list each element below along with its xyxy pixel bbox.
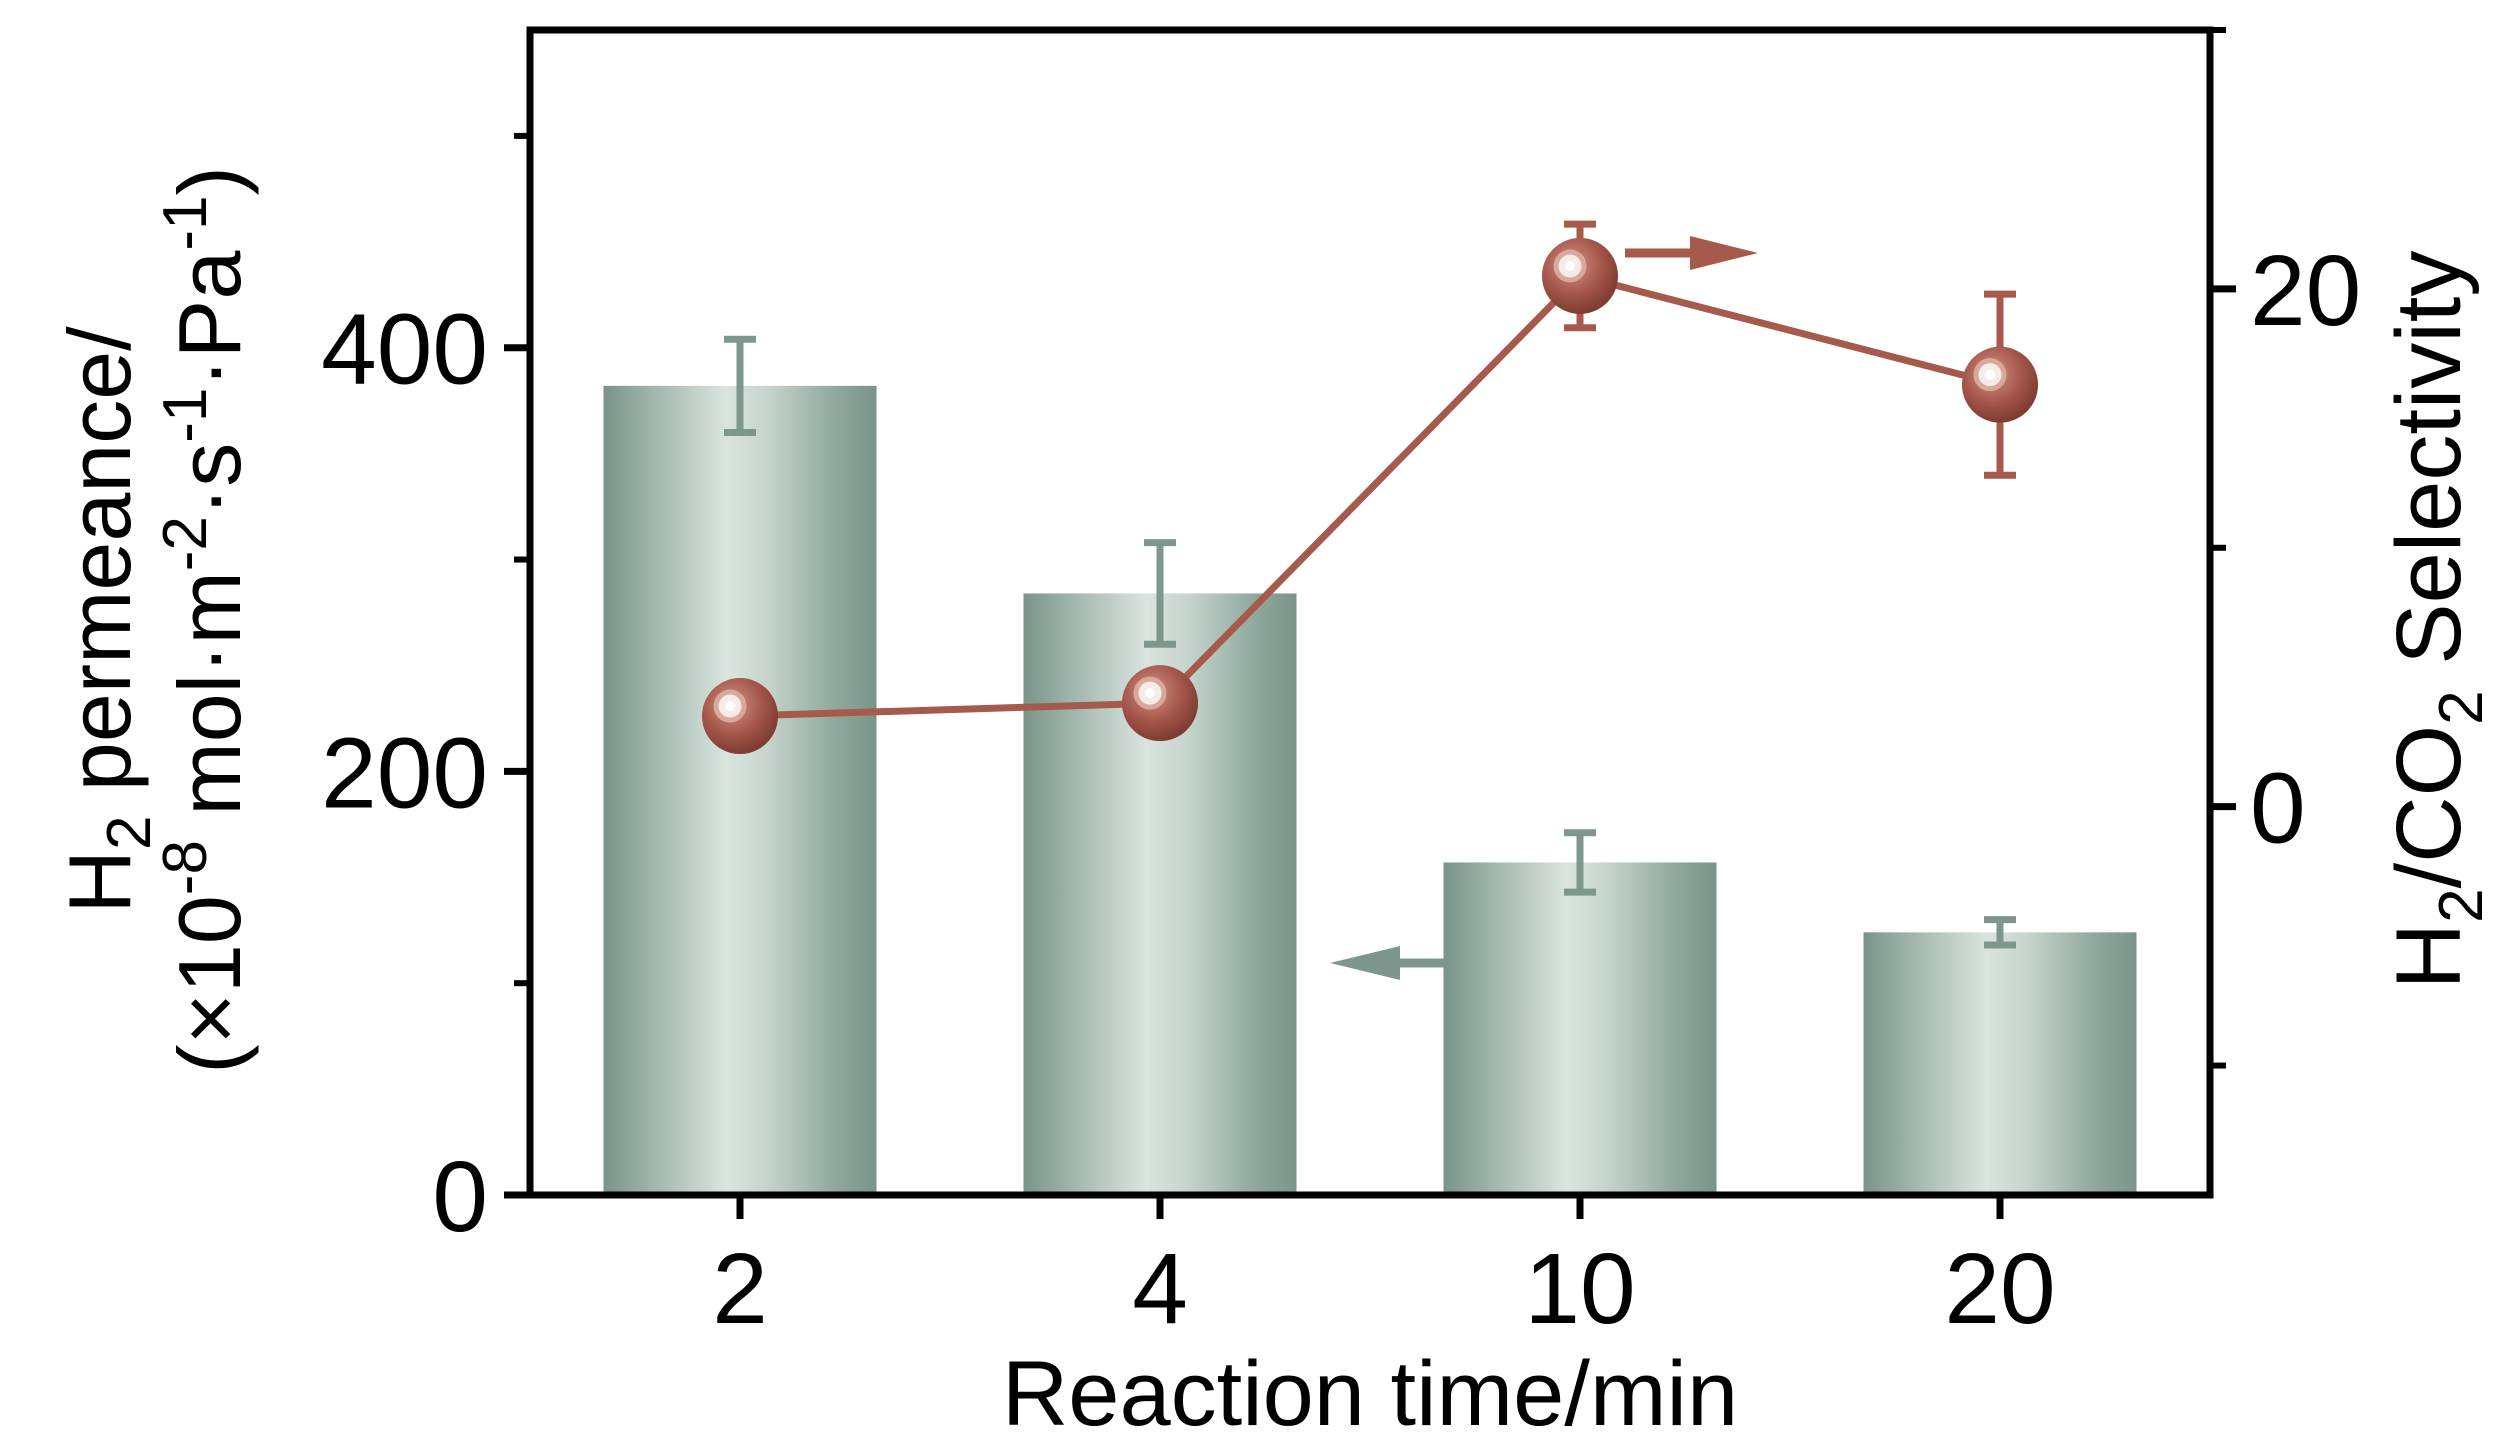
left-title-unit-b: mol·m — [160, 571, 259, 840]
left-tick-label-200: 200 — [321, 717, 488, 829]
left-axis-title: H2 permeance/ (×10-8 mol·m-2·s-1·Pa-1) — [50, 166, 259, 1074]
right-title-c: Selectivity — [2378, 251, 2480, 691]
right-title-sub-a: 2 — [2427, 888, 2496, 922]
right-title-a: H — [2378, 923, 2480, 989]
left-title-h: H — [50, 850, 149, 914]
right-axis-title: H2/CO2 Selectivity — [2378, 251, 2496, 990]
x-axis-title: Reaction time/min — [1002, 1343, 1738, 1433]
left-title-sup-d: -1 — [151, 196, 220, 251]
bar-2 — [603, 385, 877, 1195]
x-tick-label-10: 10 — [1524, 1233, 1635, 1345]
bars-layer — [603, 335, 2137, 1195]
left-title-sup-a: -8 — [151, 840, 220, 895]
x-tick-label-2: 2 — [712, 1233, 768, 1345]
left-title-rest: permeance/ — [50, 326, 149, 816]
right-tick-label-20: 20 — [2250, 235, 2361, 347]
selectivity-point-4 — [1122, 665, 1198, 742]
svg-text:H2/CO2 Selectivity: H2/CO2 Selectivity — [2378, 251, 2496, 990]
bar-error-2 — [724, 335, 756, 436]
left-title-unit-c: ·s — [160, 443, 259, 516]
bar-error-4 — [1144, 539, 1176, 648]
x-tick-label-4: 4 — [1132, 1233, 1188, 1345]
left-axis-arrow — [1330, 946, 1445, 980]
left-title-sup-b: -2 — [151, 516, 220, 571]
selectivity-line — [739, 272, 2001, 720]
left-title-h-sub: 2 — [95, 816, 164, 850]
selectivity-series — [702, 220, 2038, 755]
left-title-sup-c: -1 — [151, 388, 220, 443]
left-title-unit-a: (×10 — [160, 895, 259, 1074]
svg-text:H2 permeance/: H2 permeance/ — [50, 326, 164, 914]
right-tick-label-0: 0 — [2250, 753, 2306, 865]
selectivity-point-20 — [1962, 346, 2038, 423]
plot-frame — [526, 26, 2214, 1199]
bar-error-10 — [1564, 829, 1596, 896]
svg-text:(×10-8 mol·m-2·s-1·Pa-1): (×10-8 mol·m-2·s-1·Pa-1) — [151, 166, 259, 1074]
right-title-sub-b: 2 — [2427, 690, 2496, 724]
left-title-unit-d: ·Pa — [160, 251, 259, 388]
selectivity-point-10 — [1542, 237, 1618, 314]
bar-20 — [1863, 932, 2137, 1195]
x-tick-label-20: 20 — [1944, 1233, 2055, 1345]
left-tick-label-0: 0 — [432, 1141, 488, 1253]
selectivity-point-2 — [702, 678, 778, 755]
bar-error-20 — [1984, 916, 2016, 949]
left-title-unit-e: ) — [160, 166, 259, 195]
left-tick-label-400: 400 — [321, 294, 488, 406]
bar-10 — [1443, 862, 1717, 1195]
right-title-b: /CO — [2378, 725, 2480, 889]
right-axis-arrow — [1625, 236, 1758, 270]
